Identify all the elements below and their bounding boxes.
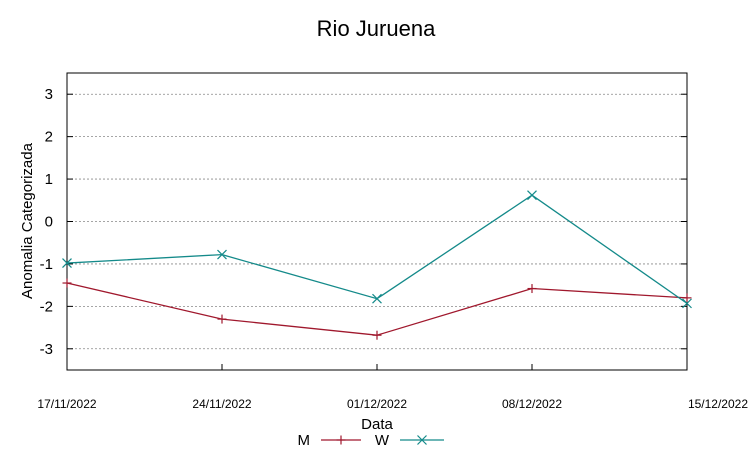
data-point-w bbox=[682, 298, 692, 309]
data-point-w bbox=[217, 249, 227, 260]
legend-marker-w bbox=[417, 435, 427, 445]
x-tick-labels: 17/11/2022 24/11/2022 01/12/2022 08/12/2022… bbox=[37, 364, 748, 411]
legend-marker-m bbox=[336, 435, 346, 445]
x-tick-label: 15/12/2022 bbox=[688, 397, 748, 411]
y-tick-labels: 3 2 1 0 -1 -2 -3 bbox=[40, 86, 53, 358]
y-tick-label: 3 bbox=[45, 86, 53, 103]
chart-title: Rio Juruena bbox=[317, 16, 436, 41]
y-tick-label: 2 bbox=[45, 129, 53, 146]
x-tick-label: 24/11/2022 bbox=[192, 397, 251, 411]
data-point-m bbox=[372, 330, 382, 340]
data-point-w bbox=[372, 293, 382, 304]
data-point-m bbox=[62, 278, 72, 288]
legend-label-w: W bbox=[375, 432, 390, 449]
y-tick-label: -1 bbox=[40, 256, 53, 273]
x-axis-label: Data bbox=[361, 416, 393, 433]
y-tick-label: 0 bbox=[45, 214, 53, 231]
y-tick-label: 1 bbox=[45, 171, 53, 188]
data-point-w bbox=[62, 258, 72, 269]
data-point-w bbox=[527, 190, 537, 201]
gridlines bbox=[67, 93, 687, 350]
x-tick-label: 01/12/2022 bbox=[347, 397, 407, 411]
x-tick-label: 17/11/2022 bbox=[37, 397, 96, 411]
x-tick-label: 08/12/2022 bbox=[502, 397, 562, 411]
series-line-w bbox=[66, 194, 688, 304]
y-tick-label: -3 bbox=[40, 341, 53, 358]
legend-label-m: M bbox=[298, 432, 311, 449]
data-point-m bbox=[527, 284, 537, 294]
y-axis-label: Anomalia Categorizada bbox=[19, 142, 36, 299]
series-line-m bbox=[66, 282, 688, 336]
data-point-m bbox=[682, 293, 692, 303]
data-point-m bbox=[217, 314, 227, 324]
series-layer bbox=[62, 190, 692, 340]
plot-frame bbox=[66, 72, 688, 371]
y-tick-label: -2 bbox=[40, 298, 53, 315]
